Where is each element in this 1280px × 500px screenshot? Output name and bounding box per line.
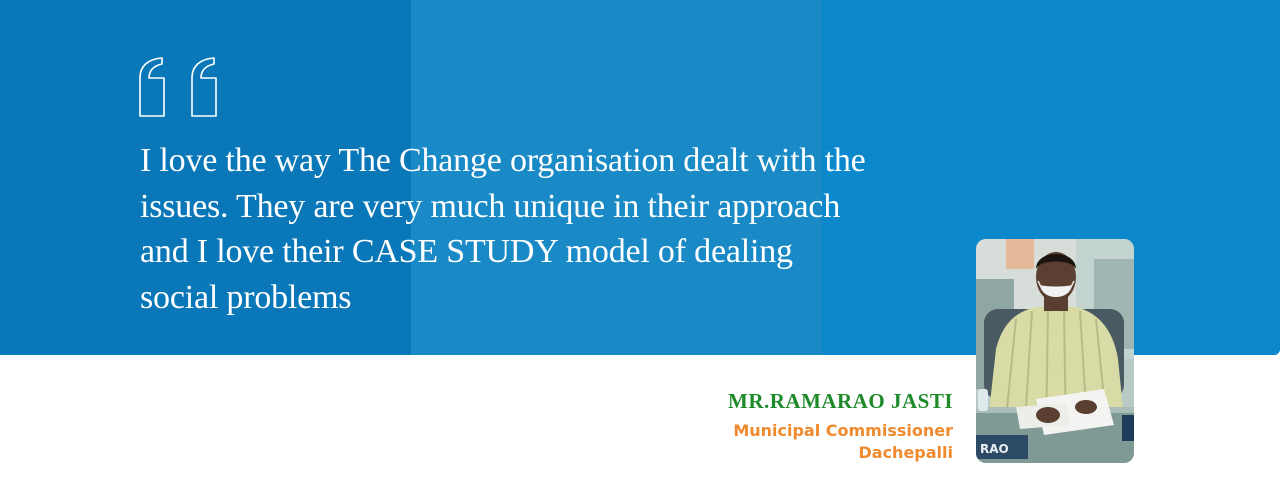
banner-panel-middle <box>411 0 822 355</box>
quote-line: I love the way The Change organisation d… <box>140 142 866 179</box>
author-role: Municipal Commissioner <box>733 421 953 440</box>
testimonial-banner: I love the way The Change organisation d… <box>0 0 1280 355</box>
quotation-mark-icon <box>139 57 217 117</box>
author-info: MR.RAMARAO JASTI Municipal Commissioner … <box>728 388 953 464</box>
quote-line: social problems <box>140 278 352 316</box>
author-place: Dachepalli <box>858 443 953 462</box>
quote-line: and I love their CASE STUDY model of dea… <box>140 233 793 270</box>
svg-text:RAO: RAO <box>980 442 1009 456</box>
quote-line: issues. They are very much unique in the… <box>140 187 841 225</box>
testimonial-quote: I love the way The Change organisation d… <box>140 138 1040 320</box>
author-name: MR.RAMARAO JASTI <box>728 389 953 413</box>
author-photo: RAO <box>976 239 1134 463</box>
